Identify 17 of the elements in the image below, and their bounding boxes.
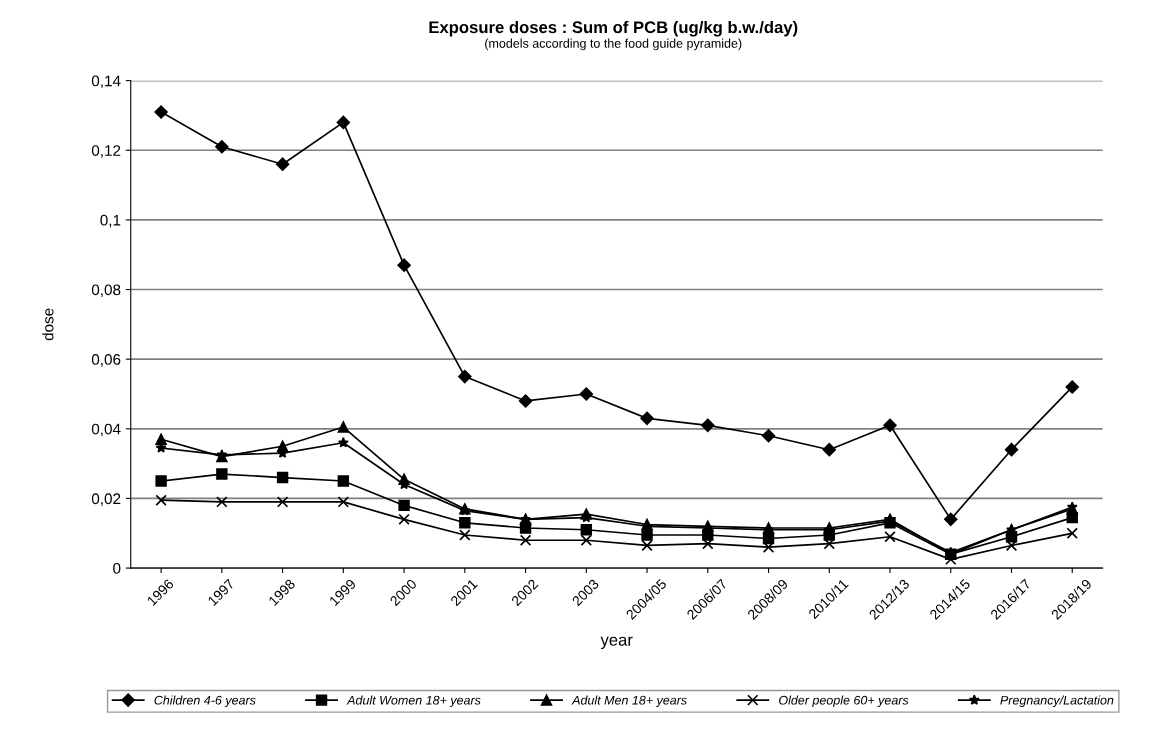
chart-subtitle: (models according to the food guide pyramide) <box>485 38 742 51</box>
y-tick-label: 0,12 <box>91 145 121 158</box>
y-tick-label: 0,02 <box>91 493 121 506</box>
legend-label: Adult Men 18+ years <box>571 695 687 708</box>
chart-title: Exposure doses : Sum of PCB (ug/kg b.w./day) <box>429 20 798 37</box>
y-tick-label: 0,08 <box>91 284 121 298</box>
legend-label: Pregnancy/Lactation <box>1000 695 1114 708</box>
legend-label: Children 4-6 years <box>154 695 256 708</box>
y-tick-label: 0,14 <box>91 75 121 89</box>
y-axis-title: dose <box>42 308 54 341</box>
x-axis-title: year <box>600 636 633 650</box>
legend-label: Adult Women 18+ years <box>346 695 481 708</box>
y-tick-label: 0,04 <box>91 423 121 437</box>
legend-label: Older people 60+ years <box>779 695 909 708</box>
y-tick-label: 0,1 <box>100 214 121 228</box>
y-tick-label: 0,06 <box>91 354 121 367</box>
y-tick-label: 0 <box>113 562 121 574</box>
